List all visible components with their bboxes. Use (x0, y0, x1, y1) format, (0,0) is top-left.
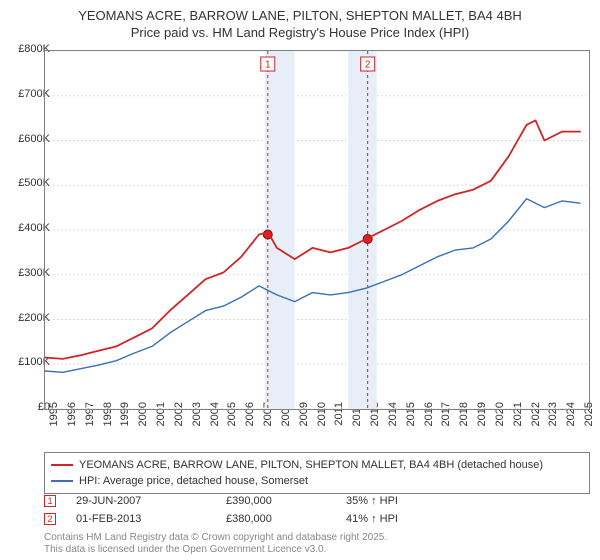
transaction-date: 01-FEB-2013 (76, 513, 226, 525)
title-line-2: Price paid vs. HM Land Registry's House … (0, 25, 600, 40)
svg-text:2: 2 (365, 60, 371, 71)
plot-area: 12 (44, 50, 590, 410)
transaction-table: 1 29-JUN-2007£390,00035% ↑ HPI 2 01-FEB-201… (44, 492, 590, 528)
transaction-hpi-delta: 35% ↑ HPI (346, 495, 466, 507)
title-block: YEOMANS ACRE, BARROW LANE, PILTON, SHEPT… (0, 0, 600, 40)
chart-svg: 12 (45, 51, 589, 409)
legend-label-subject: YEOMANS ACRE, BARROW LANE, PILTON, SHEPT… (79, 459, 543, 471)
footer-line-1: Contains HM Land Registry data © Crown c… (44, 532, 387, 544)
transaction-date: 29-JUN-2007 (76, 495, 226, 507)
legend-label-hpi: HPI: Average price, detached house, Some… (79, 475, 308, 487)
transaction-price: £390,000 (226, 495, 346, 507)
title-line-1: YEOMANS ACRE, BARROW LANE, PILTON, SHEPT… (0, 8, 600, 23)
transaction-row: 1 29-JUN-2007£390,00035% ↑ HPI (44, 492, 590, 510)
transaction-marker-box: 1 (44, 495, 56, 507)
svg-text:1: 1 (265, 60, 271, 71)
transaction-hpi-delta: 41% ↑ HPI (346, 513, 466, 525)
legend-row-hpi: HPI: Average price, detached house, Some… (51, 473, 583, 489)
legend-swatch-hpi (51, 480, 73, 482)
legend: YEOMANS ACRE, BARROW LANE, PILTON, SHEPT… (44, 452, 590, 494)
transaction-marker-box: 2 (44, 513, 56, 525)
legend-row-subject: YEOMANS ACRE, BARROW LANE, PILTON, SHEPT… (51, 457, 583, 473)
transaction-row: 2 01-FEB-2013£380,00041% ↑ HPI (44, 510, 590, 528)
transaction-price: £380,000 (226, 513, 346, 525)
legend-swatch-subject (51, 464, 73, 466)
footer: Contains HM Land Registry data © Crown c… (44, 532, 387, 555)
chart-container: YEOMANS ACRE, BARROW LANE, PILTON, SHEPT… (0, 0, 600, 560)
footer-line-2: This data is licensed under the Open Gov… (44, 544, 387, 556)
